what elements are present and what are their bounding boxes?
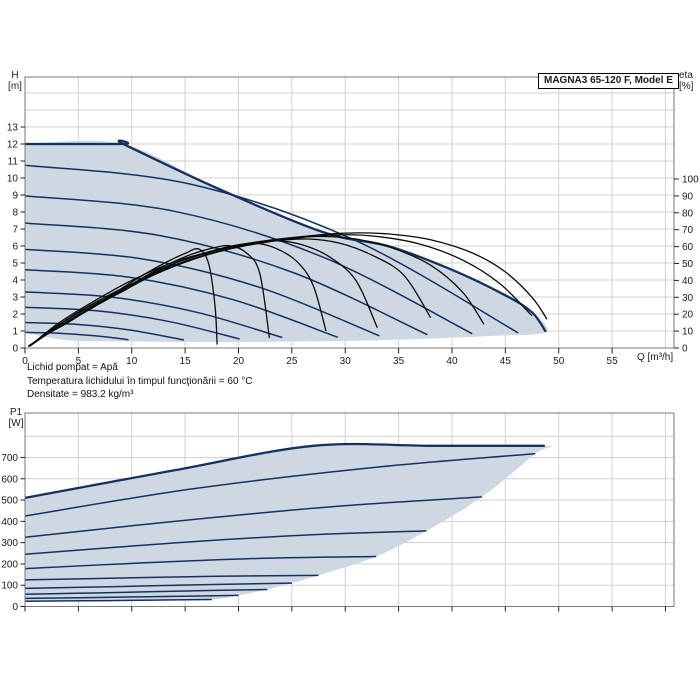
- head-axis-unit: [m]: [8, 81, 22, 92]
- pump-model-title: MAGNA3 65-120 F, Model E: [538, 73, 679, 89]
- svg-text:40: 40: [682, 276, 694, 287]
- svg-text:50: 50: [682, 259, 694, 270]
- svg-text:200: 200: [1, 559, 18, 570]
- eta-axis-symbol: eta: [679, 70, 693, 81]
- svg-text:8: 8: [12, 208, 18, 219]
- svg-text:50: 50: [553, 356, 565, 367]
- svg-text:1: 1: [12, 327, 18, 338]
- eta-axis-label: eta [%]: [679, 70, 700, 92]
- operating-conditions-text: Lichid pompat = Apă Temperatura lichidul…: [27, 361, 253, 402]
- eta-axis-unit: [%]: [679, 81, 694, 92]
- head-axis-label: H [m]: [2, 70, 28, 92]
- svg-text:90: 90: [682, 191, 694, 202]
- svg-text:40: 40: [446, 356, 458, 367]
- svg-text:10: 10: [126, 356, 138, 367]
- svg-text:3: 3: [12, 293, 18, 304]
- svg-text:12: 12: [7, 140, 19, 151]
- svg-text:30: 30: [682, 293, 694, 304]
- flow-axis-label: Q [m³/h]: [637, 352, 674, 363]
- svg-text:0: 0: [682, 344, 688, 355]
- svg-text:5: 5: [76, 356, 82, 367]
- pumped-liquid-line: Lichid pompat = Apă: [27, 362, 118, 373]
- svg-text:70: 70: [682, 225, 694, 236]
- power-axis-symbol: P1: [9, 407, 23, 418]
- svg-text:300: 300: [1, 538, 18, 549]
- svg-text:400: 400: [1, 517, 18, 528]
- svg-text:25: 25: [286, 356, 298, 367]
- svg-text:100: 100: [1, 581, 18, 592]
- svg-text:15: 15: [180, 356, 192, 367]
- svg-text:30: 30: [340, 356, 352, 367]
- svg-text:0: 0: [12, 344, 18, 355]
- svg-text:13: 13: [7, 123, 19, 134]
- svg-text:45: 45: [500, 356, 512, 367]
- power-axis-unit: [W]: [8, 418, 24, 429]
- svg-text:500: 500: [1, 496, 18, 507]
- svg-text:60: 60: [682, 242, 694, 253]
- svg-text:9: 9: [12, 191, 18, 202]
- density-line: Densitate = 983.2 kg/m³: [27, 389, 134, 400]
- svg-text:11: 11: [8, 157, 19, 168]
- svg-text:0: 0: [22, 356, 28, 367]
- svg-text:100: 100: [682, 175, 699, 186]
- svg-text:4: 4: [12, 276, 18, 287]
- svg-text:35: 35: [393, 356, 405, 367]
- svg-text:2: 2: [12, 310, 18, 321]
- svg-text:55: 55: [607, 356, 619, 367]
- svg-text:6: 6: [12, 242, 18, 253]
- svg-text:20: 20: [233, 356, 245, 367]
- head-axis-symbol: H: [11, 70, 19, 81]
- svg-text:20: 20: [682, 310, 694, 321]
- svg-text:10: 10: [682, 327, 694, 338]
- svg-text:7: 7: [12, 225, 18, 236]
- svg-text:80: 80: [682, 208, 694, 219]
- svg-text:600: 600: [1, 474, 18, 485]
- svg-text:700: 700: [1, 453, 18, 464]
- svg-text:5: 5: [12, 259, 18, 270]
- power-axis-label: P1 [W]: [3, 407, 29, 429]
- liquid-temperature-line: Temperatura lichidului în timpul funcţio…: [27, 375, 253, 387]
- svg-text:10: 10: [7, 174, 19, 185]
- svg-text:0: 0: [12, 602, 18, 613]
